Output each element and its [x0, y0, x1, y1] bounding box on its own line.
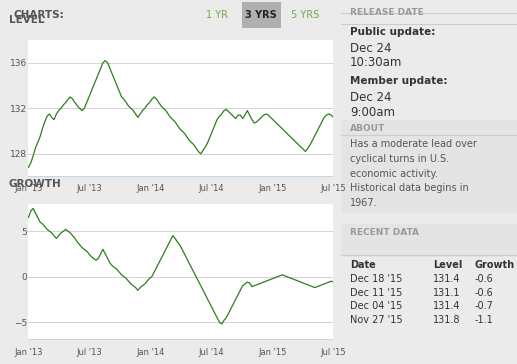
Text: RELEASE DATE: RELEASE DATE: [350, 8, 424, 17]
Text: 9:00am: 9:00am: [350, 106, 395, 119]
Text: Dec 24: Dec 24: [350, 42, 391, 55]
Text: Public update:: Public update:: [350, 27, 435, 37]
Text: Level: Level: [433, 260, 462, 270]
Text: Growth: Growth: [475, 260, 515, 270]
Text: 10:30am: 10:30am: [350, 56, 402, 70]
Text: -0.6: -0.6: [475, 274, 494, 284]
Text: Has a moderate lead over
cyclical turns in U.S.
economic activity.
Historical da: Has a moderate lead over cyclical turns …: [350, 139, 477, 208]
Text: Dec 04 '15: Dec 04 '15: [350, 301, 402, 311]
Text: 5 YRS: 5 YRS: [291, 11, 319, 20]
Text: Dec 24: Dec 24: [350, 91, 391, 104]
FancyBboxPatch shape: [242, 3, 281, 28]
FancyBboxPatch shape: [341, 120, 517, 213]
Text: 131.4: 131.4: [433, 274, 460, 284]
Text: Dec 18 '15: Dec 18 '15: [350, 274, 402, 284]
Text: -1.1: -1.1: [475, 315, 494, 325]
Text: RECENT DATA: RECENT DATA: [350, 228, 419, 237]
Text: ABOUT: ABOUT: [350, 124, 385, 134]
Text: LEVEL: LEVEL: [9, 15, 44, 25]
Text: 131.8: 131.8: [433, 315, 460, 325]
Text: 131.4: 131.4: [433, 301, 460, 311]
Text: 3 YRS: 3 YRS: [245, 11, 277, 20]
Text: -0.7: -0.7: [475, 301, 494, 311]
Text: Dec 11 '15: Dec 11 '15: [350, 288, 402, 297]
Text: Date: Date: [350, 260, 376, 270]
Text: 1 YR: 1 YR: [206, 11, 227, 20]
Text: Nov 27 '15: Nov 27 '15: [350, 315, 403, 325]
FancyBboxPatch shape: [341, 224, 517, 257]
Text: -0.6: -0.6: [475, 288, 494, 297]
Text: CHARTS:: CHARTS:: [13, 11, 64, 20]
Text: GROWTH: GROWTH: [9, 179, 62, 189]
Text: 131.1: 131.1: [433, 288, 460, 297]
Text: Member update:: Member update:: [350, 76, 448, 86]
